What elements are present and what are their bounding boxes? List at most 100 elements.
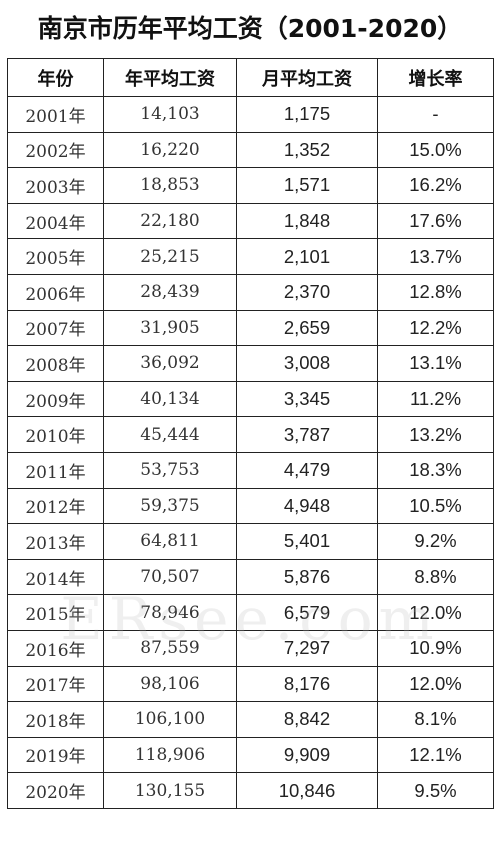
growth-rate-cell: - [377, 96, 494, 133]
table-row: 2002年 16,220 1,352 15.0% [7, 131, 494, 169]
year-cell: 2003年 [7, 167, 104, 204]
year-cell: 2006年 [7, 273, 104, 311]
growth-rate-cell: 9.5% [377, 772, 494, 809]
monthly-wage-cell: 5,876 [236, 558, 378, 596]
year-cell: 2007年 [7, 309, 104, 347]
monthly-wage-cell: 1,352 [236, 131, 378, 169]
growth-rate-cell: 15.0% [377, 131, 494, 169]
growth-rate-cell: 17.6% [377, 202, 494, 240]
table-row: 2009年 40,134 3,345 11.2% [7, 380, 494, 418]
header-row: 年份 年平均工资 月平均工资 增长率 [7, 58, 494, 97]
table-row: 2010年 45,444 3,787 13.2% [7, 416, 494, 453]
annual-wage-cell: 130,155 [103, 772, 237, 809]
monthly-wage-cell: 6,579 [236, 594, 378, 631]
table-row: 2004年 22,180 1,848 17.6% [7, 202, 494, 240]
growth-rate-cell: 16.2% [377, 167, 494, 204]
annual-wage-cell: 28,439 [103, 273, 237, 311]
monthly-wage-cell: 2,370 [236, 273, 378, 311]
monthly-wage-cell: 3,008 [236, 345, 378, 382]
year-cell: 2002年 [7, 131, 104, 169]
table-row: 2001年 14,103 1,175- [7, 96, 494, 133]
table-row: 2016年 87,559 7,297 10.9% [7, 629, 494, 667]
table-row: 2003年 18,853 1,571 16.2% [7, 167, 494, 204]
annual-wage-cell: 87,559 [103, 629, 237, 667]
monthly-wage-cell: 4,479 [236, 451, 378, 489]
header-year: 年份 [7, 58, 104, 97]
growth-rate-cell: 18.3% [377, 451, 494, 489]
annual-wage-cell: 25,215 [103, 238, 237, 275]
year-cell: 2001年 [7, 96, 104, 133]
monthly-wage-cell: 10,846 [236, 772, 378, 809]
year-cell: 2014年 [7, 558, 104, 596]
monthly-wage-cell: 9,909 [236, 736, 378, 774]
year-cell: 2016年 [7, 629, 104, 667]
growth-rate-cell: 9.2% [377, 523, 494, 560]
annual-wage-cell: 78,946 [103, 594, 237, 631]
table-row: 2013年 64,811 5,401 9.2% [7, 523, 494, 560]
monthly-wage-cell: 3,787 [236, 416, 378, 453]
header-annual-wage: 年平均工资 [103, 58, 237, 97]
table-row: 2006年 28,439 2,370 12.8% [7, 273, 494, 311]
year-cell: 2017年 [7, 665, 104, 703]
table-row: 2007年 31,905 2,659 12.2% [7, 309, 494, 347]
monthly-wage-cell: 2,101 [236, 238, 378, 275]
annual-wage-cell: 14,103 [103, 96, 237, 133]
table-row: 2015年 78,946 6,579 12.0% [7, 594, 494, 631]
year-cell: 2012年 [7, 487, 104, 525]
growth-rate-cell: 13.7% [377, 238, 494, 275]
year-cell: 2009年 [7, 380, 104, 418]
monthly-wage-cell: 4,948 [236, 487, 378, 525]
annual-wage-cell: 64,811 [103, 523, 237, 560]
table-row: 2019年 118,906 9,909 12.1% [7, 736, 494, 774]
annual-wage-cell: 16,220 [103, 131, 237, 169]
growth-rate-cell: 8.8% [377, 558, 494, 596]
wage-table: 年份 年平均工资 月平均工资 增长率 2001年 14,103 1,175-2002… [7, 58, 494, 809]
table-row: 2005年 25,215 2,101 13.7% [7, 238, 494, 275]
monthly-wage-cell: 1,848 [236, 202, 378, 240]
monthly-wage-cell: 1,571 [236, 167, 378, 204]
growth-rate-cell: 11.2% [377, 380, 494, 418]
year-cell: 2005年 [7, 238, 104, 275]
table-body: 2001年 14,103 1,175-2002年 16,220 1,352 15.0% 20… [7, 96, 494, 809]
monthly-wage-cell: 8,842 [236, 701, 378, 738]
monthly-wage-cell: 5,401 [236, 523, 378, 560]
page-title: 南京市历年平均工资（2001-2020） [37, 14, 463, 43]
monthly-wage-cell: 8,176 [236, 665, 378, 703]
table-row: 2008年 36,092 3,008 13.1% [7, 345, 494, 382]
annual-wage-cell: 106,100 [103, 701, 237, 738]
annual-wage-cell: 98,106 [103, 665, 237, 703]
annual-wage-cell: 59,375 [103, 487, 237, 525]
growth-rate-cell: 12.0% [377, 665, 494, 703]
table-row: 2017年 98,106 8,176 12.0% [7, 665, 494, 703]
growth-rate-cell: 12.2% [377, 309, 494, 347]
growth-rate-cell: 12.1% [377, 736, 494, 774]
monthly-wage-cell: 3,345 [236, 380, 378, 418]
growth-rate-cell: 10.9% [377, 629, 494, 667]
annual-wage-cell: 40,134 [103, 380, 237, 418]
table-row: 2014年 70,507 5,876 8.8% [7, 558, 494, 596]
annual-wage-cell: 70,507 [103, 558, 237, 596]
table-row: 2018年 106,100 8,842 8.1% [7, 701, 494, 738]
year-cell: 2019年 [7, 736, 104, 774]
annual-wage-cell: 118,906 [103, 736, 237, 774]
growth-rate-cell: 13.2% [377, 416, 494, 453]
year-cell: 2020年 [7, 772, 104, 809]
annual-wage-cell: 36,092 [103, 345, 237, 382]
annual-wage-cell: 31,905 [103, 309, 237, 347]
year-cell: 2015年 [7, 594, 104, 631]
header-monthly-wage: 月平均工资 [236, 58, 378, 97]
annual-wage-cell: 18,853 [103, 167, 237, 204]
growth-rate-cell: 8.1% [377, 701, 494, 738]
annual-wage-cell: 22,180 [103, 202, 237, 240]
growth-rate-cell: 12.0% [377, 594, 494, 631]
annual-wage-cell: 53,753 [103, 451, 237, 489]
growth-rate-cell: 13.1% [377, 345, 494, 382]
monthly-wage-cell: 1,175 [236, 96, 378, 133]
year-cell: 2004年 [7, 202, 104, 240]
monthly-wage-cell: 7,297 [236, 629, 378, 667]
growth-rate-cell: 12.8% [377, 273, 494, 311]
annual-wage-cell: 45,444 [103, 416, 237, 453]
year-cell: 2010年 [7, 416, 104, 453]
table-row: 2020年 130,155 10,846 9.5% [7, 772, 494, 809]
table-row: 2012年 59,375 4,948 10.5% [7, 487, 494, 525]
